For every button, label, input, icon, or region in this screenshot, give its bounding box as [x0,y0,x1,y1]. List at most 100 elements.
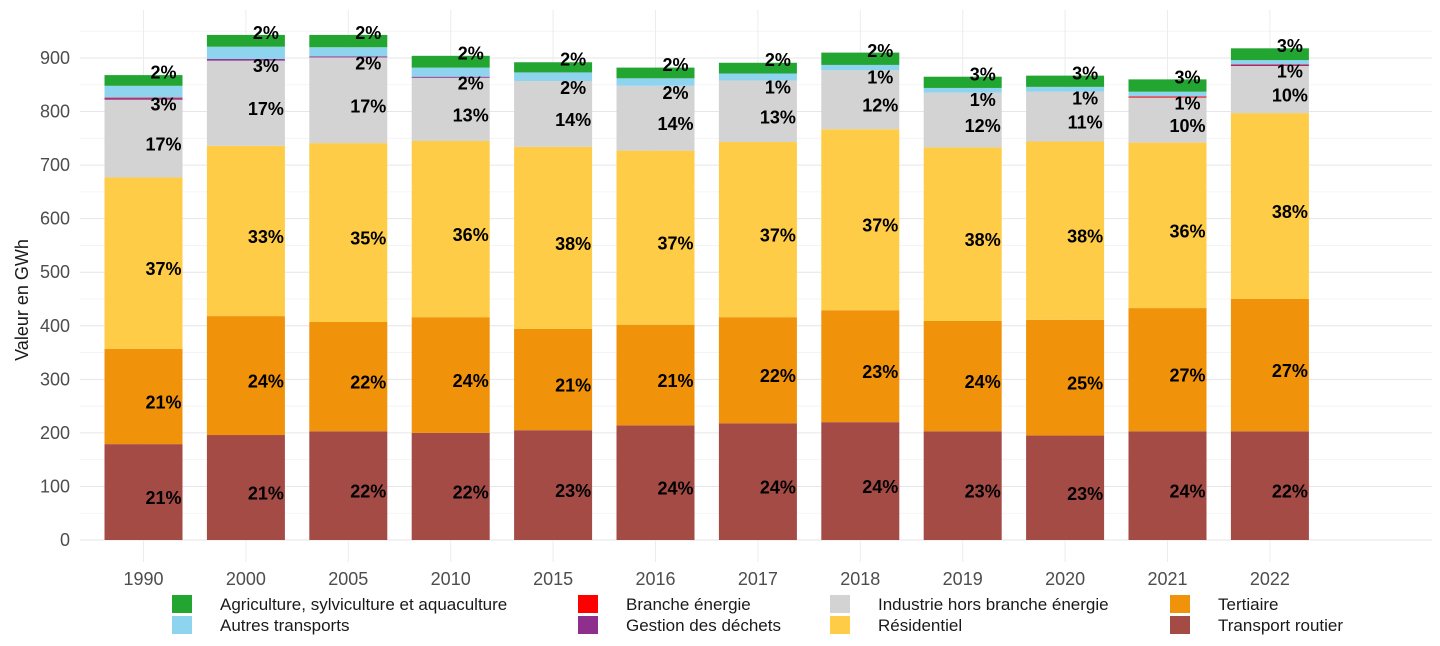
bar-segment-residentiel [1026,141,1105,320]
bar-segment-residentiel [1230,113,1309,299]
data-label-industrie-hors-branche-energie: 17% [248,99,284,119]
data-label-transport-routier: 24% [657,479,693,499]
bar-segment-tertiaire [104,348,183,445]
bar-segment-residentiel [1128,142,1207,309]
y-tick-label: 0 [60,530,70,550]
data-label-transport-routier: 22% [350,482,386,502]
bar-segment-residentiel [821,129,900,311]
data-label-residentiel: 37% [862,216,898,236]
bar-segment-tertiaire [718,317,797,424]
bar-segment-tertiaire [411,317,490,433]
x-tick-label: 2021 [1147,569,1187,589]
bar-segment-transport-routier [1230,431,1309,540]
data-label-tertiaire: 22% [760,366,796,386]
y-tick-label: 500 [40,262,70,282]
legend-label: Agriculture, sylviculture et aquaculture [220,595,507,614]
data-label-residentiel: 38% [555,234,591,254]
bar-segment-transport-routier [923,431,1002,540]
bar-segment-residentiel [616,150,695,325]
data-label-agriculture-sylviculture-et-aquaculture: 2% [867,41,893,61]
x-tick-label: 2015 [533,569,573,589]
bar-segment-gestion-des-dechets [206,59,285,61]
x-tick-label: 2019 [943,569,983,589]
data-label-industrie-hors-branche-energie: 13% [453,105,489,125]
bar-segment-autres-transports [514,72,593,81]
x-tick-label: 1990 [123,569,163,589]
y-tick-label: 600 [40,209,70,229]
bar-segment-industrie-hors-branche-energie [206,60,285,146]
data-label-autres-transports: 2% [662,83,688,103]
bar-segment-transport-routier [309,431,388,540]
bar-segment-gestion-des-dechets [104,98,183,100]
data-label-residentiel: 38% [965,230,1001,250]
x-tick-label: 2010 [431,569,471,589]
legend-label: Résidentiel [878,616,962,635]
data-label-autres-transports: 3% [253,56,279,76]
legend-swatch [172,616,192,634]
bar-segment-agriculture-sylviculture-et-aquaculture [1128,79,1207,92]
bar-segment-tertiaire [1128,308,1207,432]
data-label-agriculture-sylviculture-et-aquaculture: 2% [458,44,484,64]
data-label-transport-routier: 23% [965,482,1001,502]
bar-segment-industrie-hors-branche-energie [1230,65,1309,114]
data-label-tertiaire: 21% [657,371,693,391]
data-label-agriculture-sylviculture-et-aquaculture: 2% [355,23,381,43]
data-label-residentiel: 37% [657,234,693,254]
bar-segment-branche-energie [1230,64,1309,65]
legend-swatch [830,595,850,613]
bar-segment-residentiel [923,147,1002,321]
data-label-agriculture-sylviculture-et-aquaculture: 2% [560,49,586,69]
data-label-tertiaire: 21% [555,376,591,396]
y-axis-title: Valeur en GWh [12,239,32,361]
data-label-agriculture-sylviculture-et-aquaculture: 3% [1072,63,1098,83]
y-tick-label: 900 [40,48,70,68]
bar-segment-residentiel [411,140,490,318]
data-label-transport-routier: 24% [1169,482,1205,502]
bar-segment-autres-transports [309,47,388,57]
legend-label: Industrie hors branche énergie [878,595,1109,614]
bar-segment-agriculture-sylviculture-et-aquaculture [616,67,695,79]
bar-segment-agriculture-sylviculture-et-aquaculture [1230,48,1309,61]
bar-segment-agriculture-sylviculture-et-aquaculture [104,75,183,86]
bar-segment-residentiel [104,177,183,349]
x-tick-label: 2020 [1045,569,1085,589]
bar-segment-agriculture-sylviculture-et-aquaculture [309,34,388,48]
bars [104,34,1309,540]
y-tick-label: 300 [40,369,70,389]
data-label-industrie-hors-branche-energie: 11% [1068,113,1103,133]
legend: Agriculture, sylviculture et aquaculture… [172,595,1343,635]
x-tick-label: 2018 [840,569,880,589]
bar-segment-autres-transports [1026,86,1105,92]
legend-swatch [1170,595,1190,613]
legend-swatch [830,616,850,634]
y-tick-label: 100 [40,476,70,496]
bar-segment-tertiaire [923,320,1002,432]
bar-segment-agriculture-sylviculture-et-aquaculture [923,76,1002,88]
bar-segment-agriculture-sylviculture-et-aquaculture [821,52,900,65]
bar-segment-autres-transports [821,64,900,71]
data-label-tertiaire: 21% [145,392,181,412]
bar-segment-agriculture-sylviculture-et-aquaculture [206,34,285,47]
data-label-tertiaire: 25% [1067,374,1103,394]
data-label-autres-transports: 2% [355,53,381,73]
bar-segment-industrie-hors-branche-energie [821,70,900,130]
bar-segment-industrie-hors-branche-energie [616,85,695,151]
data-label-industrie-hors-branche-energie: 10% [1169,116,1205,136]
data-label-industrie-hors-branche-energie: 14% [555,110,591,130]
bar-segment-industrie-hors-branche-energie [104,99,183,178]
bar-segment-autres-transports [923,87,1002,93]
bar-segment-tertiaire [1026,319,1105,436]
y-tick-label: 800 [40,102,70,122]
data-label-agriculture-sylviculture-et-aquaculture: 3% [1174,68,1200,88]
bar-segment-autres-transports [206,46,285,60]
data-label-residentiel: 36% [453,225,489,245]
bar-segment-gestion-des-dechets [411,76,490,78]
bar-segment-autres-transports [104,85,183,98]
bar-segment-transport-routier [1026,435,1105,540]
data-label-transport-routier: 21% [145,488,181,508]
bar-segment-industrie-hors-branche-energie [1026,91,1105,142]
bar-segment-autres-transports [718,73,797,81]
data-label-industrie-hors-branche-energie: 13% [760,107,796,127]
data-label-residentiel: 35% [350,229,386,249]
bar-segment-industrie-hors-branche-energie [923,92,1002,148]
